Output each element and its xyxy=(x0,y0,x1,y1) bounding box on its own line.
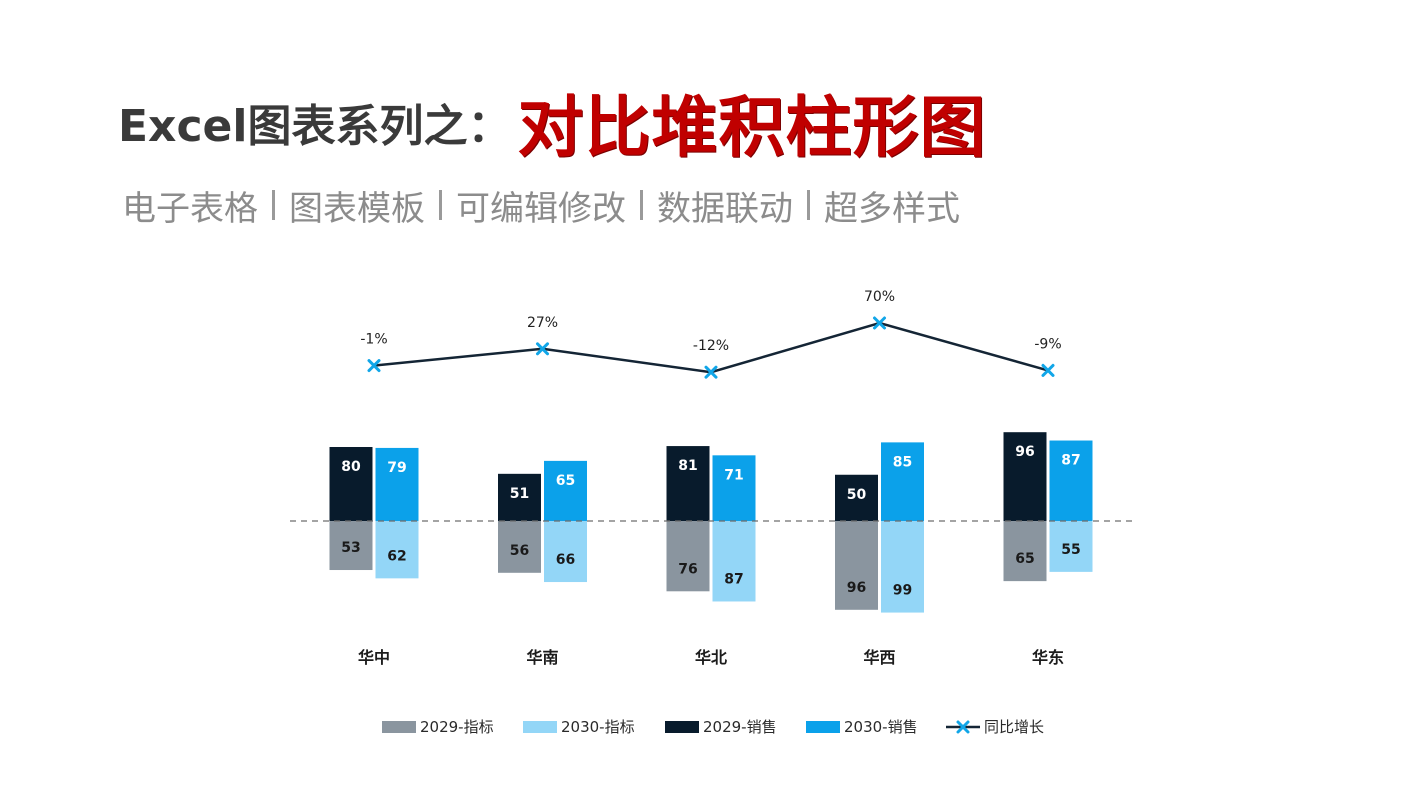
subtitle-row: 电子表格 图表模板 可编辑修改 数据联动 超多样式 xyxy=(122,180,960,230)
growth-label: -9% xyxy=(1034,336,1061,352)
category-label: 华东 xyxy=(1032,648,1064,667)
subtitle-separator xyxy=(439,190,442,220)
bar-2030-销售-华东 xyxy=(1049,440,1093,521)
growth-marker xyxy=(536,342,549,356)
data-label: 85 xyxy=(893,454,912,470)
bar-2030-指标-华北 xyxy=(712,521,756,602)
bar-2029-销售-华北 xyxy=(666,446,710,521)
subtitle-item-spreadsheet: 电子表格 xyxy=(122,188,258,229)
data-label: 76 xyxy=(678,561,697,577)
bar-2029-指标-华中 xyxy=(329,521,373,571)
bar-2030-指标-华中 xyxy=(375,521,419,579)
subtitle-item-template: 图表模板 xyxy=(289,188,425,229)
legend-swatch xyxy=(806,721,840,733)
data-label: 80 xyxy=(341,459,361,475)
legend-label: 2029-指标 xyxy=(420,718,494,736)
legend-label: 2030-指标 xyxy=(561,718,635,736)
subtitle-item-editable: 可编辑修改 xyxy=(456,188,626,229)
legend-item: 2030-销售 xyxy=(806,718,918,736)
data-label: 51 xyxy=(510,486,529,502)
legend-swatch xyxy=(665,721,699,733)
legend-swatch xyxy=(523,721,557,733)
bar-labels-layer: 53 62 80 79 56 66 51 65 76 87 81 71 96 99 50 85 65 55 96 87 xyxy=(341,444,1080,598)
legend-item: 同比增长 xyxy=(946,718,1044,736)
data-label: 56 xyxy=(510,543,529,559)
legend: 2029-指标 2030-指标 2029-销售 2030-销售 同比增长 xyxy=(382,718,1044,736)
data-label: 87 xyxy=(724,571,743,587)
subtitle-separator xyxy=(640,190,643,220)
bar-2029-销售-华东 xyxy=(1003,432,1047,521)
bar-2030-销售-华西 xyxy=(881,442,924,521)
data-label: 55 xyxy=(1061,542,1080,558)
bar-2030-销售-华北 xyxy=(712,455,756,521)
legend-label: 2029-销售 xyxy=(703,718,777,736)
bar-2030-指标-华西 xyxy=(881,521,924,613)
legend-item: 2030-指标 xyxy=(523,718,635,736)
bar-2029-销售-华中 xyxy=(329,447,373,521)
growth-marker xyxy=(1041,363,1055,377)
bar-2029-指标-华东 xyxy=(1003,521,1047,582)
title-prefix: Excel图表系列之： xyxy=(118,101,512,152)
category-label: 华中 xyxy=(358,648,390,667)
growth-label: -1% xyxy=(360,332,387,348)
data-label: 81 xyxy=(678,458,697,474)
growth-label: 70% xyxy=(864,289,895,305)
legend-marker xyxy=(956,720,970,734)
page-title: 对比堆积柱形图 xyxy=(517,89,987,166)
legend-label: 2030-销售 xyxy=(844,718,918,736)
category-labels-layer: 华中 华南 华北 华西 华东 xyxy=(358,648,1064,667)
data-label: 71 xyxy=(724,467,743,483)
bar-2029-指标-华北 xyxy=(666,521,710,592)
bar-2030-销售-华南 xyxy=(544,460,587,521)
data-label: 66 xyxy=(556,552,575,568)
data-label: 96 xyxy=(1015,444,1034,460)
legend-swatch xyxy=(382,721,416,733)
data-label: 99 xyxy=(893,583,912,599)
growth-marker xyxy=(367,359,381,373)
data-label: 50 xyxy=(847,487,867,503)
legend-item: 2029-销售 xyxy=(665,718,777,736)
data-label: 96 xyxy=(847,580,866,596)
legend-label: 同比增长 xyxy=(984,718,1044,736)
bar-2030-指标-华南 xyxy=(544,521,587,583)
data-label: 79 xyxy=(387,460,406,476)
data-label: 87 xyxy=(1061,453,1080,469)
legend-item: 2029-指标 xyxy=(382,718,494,736)
growth-label: -12% xyxy=(693,338,729,354)
subtitle-item-data-linked: 数据联动 xyxy=(657,188,793,229)
growth-marker xyxy=(704,365,718,379)
bar-2029-销售-华南 xyxy=(498,473,541,521)
subtitle-separator xyxy=(272,190,275,220)
bars-layer xyxy=(329,432,1093,613)
bar-2030-指标-华东 xyxy=(1049,521,1093,572)
growth-label: 27% xyxy=(527,315,558,331)
growth-marker xyxy=(873,316,886,330)
subtitle-separator xyxy=(807,190,810,220)
data-label: 62 xyxy=(387,548,406,564)
title-row: Excel图表系列之： 对比堆积柱形图 xyxy=(118,80,986,166)
data-label: 53 xyxy=(341,540,360,556)
category-label: 华南 xyxy=(526,648,558,667)
data-label: 65 xyxy=(1015,551,1034,567)
bar-2030-销售-华中 xyxy=(375,447,419,521)
bar-2029-销售-华西 xyxy=(835,474,878,521)
category-label: 华北 xyxy=(695,648,727,667)
subtitle-item-styles: 超多样式 xyxy=(824,188,960,229)
growth-line-layer: -1% 27% -12% 70% -9% xyxy=(360,289,1062,379)
bar-2029-指标-华南 xyxy=(498,521,541,573)
category-label: 华西 xyxy=(863,648,895,667)
bar-2029-指标-华西 xyxy=(835,521,878,610)
data-label: 65 xyxy=(556,473,575,489)
